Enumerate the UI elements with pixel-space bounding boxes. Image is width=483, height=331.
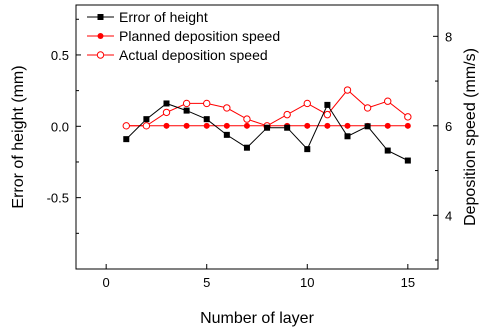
- data-point-square: [284, 124, 291, 131]
- data-point-dot: [183, 122, 190, 129]
- x-axis-label: Number of layer: [200, 310, 314, 327]
- data-point-square: [324, 101, 331, 108]
- data-point-dot: [243, 122, 250, 129]
- data-point-open-circle: [223, 104, 231, 112]
- data-point-open-circle: [283, 110, 291, 119]
- left-y-tick-label: 0.5: [51, 48, 69, 63]
- data-point-square: [404, 157, 411, 164]
- data-point-open-circle: [96, 51, 105, 59]
- series-error-of-height: [123, 100, 411, 164]
- left-y-tick-label: 0.0: [51, 119, 69, 134]
- data-point-open-circle: [343, 86, 352, 94]
- data-point-square: [264, 124, 271, 131]
- data-point-dot: [324, 122, 331, 129]
- data-point-square: [123, 136, 130, 143]
- legend-label: Planned deposition speed: [119, 28, 280, 44]
- data-point-square: [384, 147, 391, 154]
- legend-item: Error of height: [87, 9, 208, 25]
- data-point-dot: [223, 122, 230, 129]
- legend: Error of height Planned deposition speed A…: [87, 9, 280, 63]
- legend-item: Planned deposition speed: [87, 28, 280, 44]
- left-y-tick-label: -0.5: [47, 191, 69, 206]
- data-point-dot: [344, 122, 351, 129]
- data-point-square: [364, 123, 371, 130]
- x-axis-ticks: 0 5 10 15: [103, 264, 415, 290]
- left-y-axis-ticks: -0.5 0.0 0.5: [47, 18, 81, 234]
- data-point-square: [243, 144, 250, 151]
- series-actual-deposition-speed: [122, 86, 412, 130]
- data-point-open-circle: [243, 115, 251, 123]
- data-point-square: [183, 107, 190, 114]
- legend-label: Actual deposition speed: [119, 47, 268, 63]
- data-point-dot: [97, 33, 104, 39]
- right-y-axis-label: Deposition speed (mm/s): [462, 48, 479, 226]
- x-tick-label: 15: [401, 275, 415, 290]
- x-tick-label: 0: [103, 275, 110, 290]
- series-layer: [122, 86, 412, 164]
- data-point-dot: [404, 122, 411, 129]
- data-point-square: [97, 14, 104, 20]
- data-point-square: [143, 116, 150, 123]
- right-y-tick-label: 6: [445, 119, 452, 134]
- x-tick-label: 5: [203, 275, 210, 290]
- data-point-dot: [163, 122, 170, 129]
- data-point-open-circle: [404, 113, 412, 121]
- data-point-open-circle: [182, 99, 191, 108]
- data-point-open-circle: [203, 99, 211, 108]
- left-y-axis-label: Error of height (mm): [10, 65, 27, 208]
- data-point-open-circle: [303, 99, 311, 108]
- data-point-square: [203, 116, 210, 123]
- data-point-dot: [384, 122, 391, 129]
- data-point-dot: [203, 122, 210, 129]
- data-point-open-circle: [142, 122, 151, 130]
- x-tick-label: 10: [300, 275, 314, 290]
- data-point-open-circle: [363, 104, 372, 112]
- data-point-square: [163, 100, 170, 107]
- right-y-tick-label: 8: [445, 29, 452, 44]
- data-point-square: [304, 146, 311, 153]
- data-point-open-circle: [122, 122, 130, 130]
- data-point-square: [344, 133, 351, 140]
- legend-label: Error of height: [119, 9, 208, 25]
- right-y-tick-label: 4: [445, 208, 452, 223]
- legend-item: Actual deposition speed: [87, 47, 268, 63]
- plot-frame: [75, 4, 439, 270]
- data-point-square: [223, 131, 230, 138]
- data-point-open-circle: [162, 108, 171, 117]
- data-point-open-circle: [323, 110, 332, 119]
- right-y-axis-ticks: 4 6 8: [433, 29, 452, 261]
- data-point-dot: [304, 122, 311, 129]
- data-point-open-circle: [384, 97, 392, 105]
